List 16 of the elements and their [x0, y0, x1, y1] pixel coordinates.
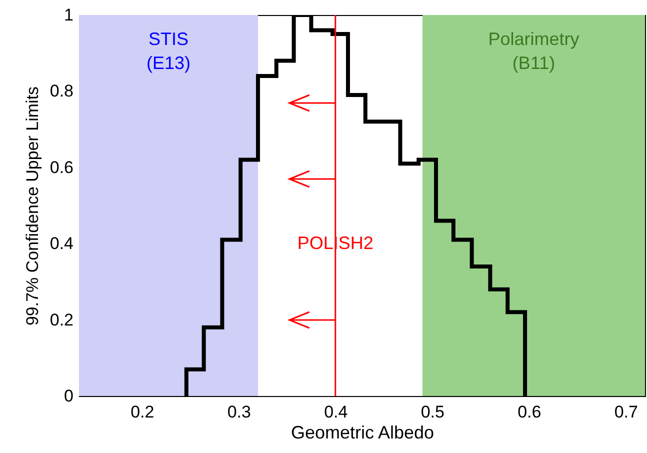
- y-tick-label: 0.2: [50, 310, 74, 330]
- x-tick-label: 0.2: [130, 402, 154, 422]
- x-tick-label: 0.4: [324, 402, 348, 422]
- y-tick-label: 0.4: [50, 234, 74, 254]
- x-tick-label: 0.5: [420, 402, 444, 422]
- x-tick-label: 0.6: [518, 402, 542, 422]
- y-tick-label: 1: [64, 6, 74, 24]
- y-tick-label: 0.6: [50, 158, 74, 177]
- x-tick-label: 0.7: [614, 402, 638, 422]
- band-label: Polarimetry (B11): [488, 29, 580, 73]
- y-tick-label: 0.8: [50, 82, 74, 101]
- y-tick-label: 0: [64, 386, 74, 406]
- x-tick-label: 0.3: [227, 402, 251, 422]
- band-label: STIS (E13): [146, 29, 191, 73]
- x-axis-title: Geometric Albedo: [290, 422, 434, 442]
- y-axis-title: 99.7% Confidence Upper Limits: [22, 86, 42, 326]
